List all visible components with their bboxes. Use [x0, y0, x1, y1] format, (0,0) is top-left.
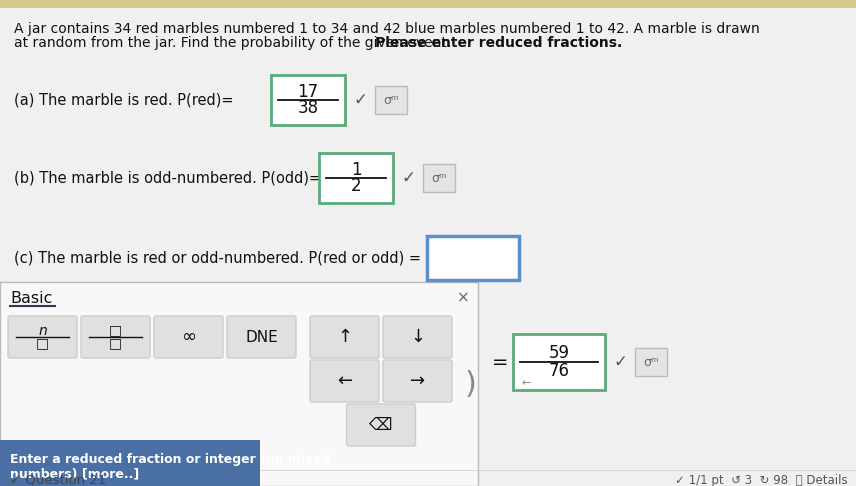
FancyBboxPatch shape: [81, 316, 150, 358]
Text: ✓: ✓: [402, 169, 416, 187]
FancyBboxPatch shape: [513, 334, 605, 390]
FancyBboxPatch shape: [427, 236, 519, 280]
FancyBboxPatch shape: [319, 153, 393, 203]
Text: (c) The marble is red or odd-numbered. P(red or odd) =: (c) The marble is red or odd-numbered. P…: [14, 250, 421, 265]
Text: n: n: [39, 324, 47, 338]
FancyBboxPatch shape: [310, 360, 379, 402]
Text: Enter a reduced fraction or integer (no mixed: Enter a reduced fraction or integer (no …: [10, 453, 330, 466]
Text: →: →: [410, 372, 425, 390]
Text: Basic: Basic: [10, 291, 52, 306]
Text: ↓: ↓: [410, 328, 425, 346]
Text: ⌫: ⌫: [369, 416, 393, 434]
Text: σᵐ: σᵐ: [643, 355, 659, 368]
Text: 38: 38: [297, 99, 318, 117]
Text: DNE: DNE: [245, 330, 278, 345]
Text: A jar contains 34 red marbles numbered 1 to 34 and 42 blue marbles numbered 1 to: A jar contains 34 red marbles numbered 1…: [14, 22, 760, 36]
FancyBboxPatch shape: [423, 164, 455, 192]
Text: Please enter reduced fractions.: Please enter reduced fractions.: [375, 36, 622, 50]
Text: ✓: ✓: [354, 91, 368, 109]
Text: (b) The marble is odd-numbered. P(odd)=: (b) The marble is odd-numbered. P(odd)=: [14, 171, 321, 186]
Text: 1: 1: [351, 161, 361, 179]
Text: at random from the jar. Find the probability of the given event.: at random from the jar. Find the probabi…: [14, 36, 455, 50]
FancyBboxPatch shape: [271, 75, 345, 125]
FancyBboxPatch shape: [0, 282, 478, 486]
Text: ←: ←: [522, 378, 532, 388]
Text: 59: 59: [549, 344, 569, 362]
Text: ∞: ∞: [181, 328, 196, 346]
Text: (a) The marble is red. P(red)=: (a) The marble is red. P(red)=: [14, 92, 234, 107]
FancyBboxPatch shape: [154, 316, 223, 358]
FancyBboxPatch shape: [383, 316, 452, 358]
Text: ←: ←: [337, 372, 352, 390]
FancyBboxPatch shape: [635, 348, 667, 376]
Text: ✓ Question 21: ✓ Question 21: [10, 473, 106, 486]
FancyBboxPatch shape: [310, 316, 379, 358]
Text: ✓ 1/1 pt  ↺ 3  ↻ 98  ⓘ Details: ✓ 1/1 pt ↺ 3 ↻ 98 ⓘ Details: [675, 473, 848, 486]
FancyBboxPatch shape: [8, 316, 77, 358]
FancyBboxPatch shape: [0, 0, 856, 8]
Text: □: □: [36, 336, 49, 350]
Text: ✓: ✓: [614, 353, 627, 371]
Text: ): ): [464, 369, 476, 399]
Text: numbers) [more..]: numbers) [more..]: [10, 467, 140, 480]
FancyBboxPatch shape: [227, 316, 296, 358]
FancyBboxPatch shape: [0, 440, 260, 486]
FancyBboxPatch shape: [347, 404, 415, 446]
Text: σᵐ: σᵐ: [383, 93, 399, 106]
Text: ×: ×: [457, 290, 470, 305]
Text: σᵐ: σᵐ: [431, 172, 447, 185]
FancyBboxPatch shape: [383, 360, 452, 402]
Text: □: □: [109, 324, 122, 338]
Text: 76: 76: [549, 362, 569, 380]
Text: ↑: ↑: [337, 328, 352, 346]
Text: =: =: [492, 352, 508, 371]
Text: 17: 17: [297, 83, 318, 101]
Text: 2: 2: [351, 177, 361, 195]
Text: □: □: [109, 336, 122, 350]
FancyBboxPatch shape: [375, 86, 407, 114]
